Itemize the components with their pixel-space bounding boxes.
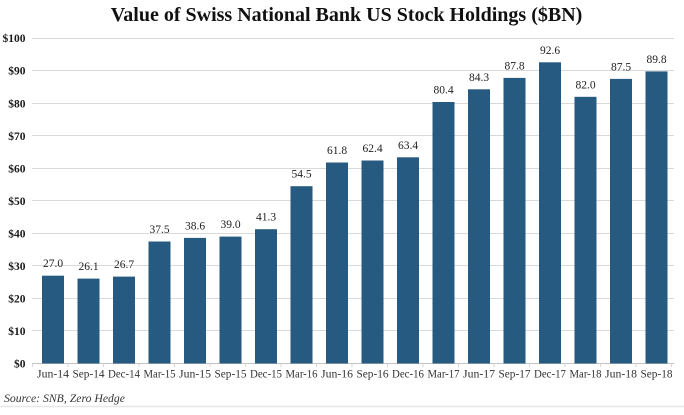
svg-text:87.8: 87.8: [504, 60, 524, 72]
svg-text:80.4: 80.4: [433, 85, 453, 97]
svg-text:87.5: 87.5: [611, 61, 631, 73]
svg-text:Dec-16: Dec-16: [392, 367, 424, 381]
svg-text:Source: SNB, Zero Hedge: Source: SNB, Zero Hedge: [4, 391, 126, 405]
svg-text:Mar-18: Mar-18: [570, 367, 602, 381]
svg-text:Sep-18: Sep-18: [641, 367, 673, 381]
svg-text:Jun-17: Jun-17: [463, 367, 495, 381]
svg-text:Dec-14: Dec-14: [108, 367, 140, 381]
svg-text:Jun-15: Jun-15: [179, 367, 211, 381]
svg-text:Sep-15: Sep-15: [215, 367, 247, 381]
svg-text:Jun-16: Jun-16: [321, 367, 353, 381]
svg-text:$40: $40: [8, 227, 26, 240]
svg-text:92.6: 92.6: [540, 45, 560, 57]
svg-text:Mar-17: Mar-17: [428, 367, 460, 381]
svg-text:27.0: 27.0: [43, 258, 63, 270]
svg-text:89.8: 89.8: [646, 54, 666, 66]
svg-text:Mar-15: Mar-15: [144, 367, 176, 381]
svg-text:Mar-16: Mar-16: [286, 367, 318, 381]
svg-text:$20: $20: [8, 292, 26, 305]
svg-text:Jun-18: Jun-18: [605, 367, 637, 381]
svg-text:38.6: 38.6: [185, 220, 205, 232]
svg-text:$90: $90: [8, 65, 26, 78]
svg-text:$80: $80: [8, 97, 26, 110]
svg-text:62.4: 62.4: [362, 143, 382, 155]
svg-text:61.8: 61.8: [327, 145, 347, 157]
svg-text:39.0: 39.0: [220, 219, 240, 231]
svg-text:Dec-15: Dec-15: [250, 367, 282, 381]
svg-text:37.5: 37.5: [149, 224, 169, 236]
svg-text:41.3: 41.3: [256, 212, 276, 224]
svg-text:Sep-17: Sep-17: [499, 367, 531, 381]
svg-text:84.3: 84.3: [469, 72, 489, 84]
svg-text:26.7: 26.7: [114, 259, 134, 271]
svg-text:Dec-17: Dec-17: [534, 367, 566, 381]
svg-text:$30: $30: [8, 260, 26, 273]
svg-text:$10: $10: [8, 325, 26, 338]
svg-text:$60: $60: [8, 162, 26, 175]
svg-text:Sep-14: Sep-14: [73, 367, 105, 381]
svg-text:$70: $70: [8, 130, 26, 143]
svg-text:$100: $100: [3, 32, 26, 45]
svg-text:Jun-14: Jun-14: [37, 367, 69, 381]
svg-text:$50: $50: [8, 195, 26, 208]
svg-text:Sep-16: Sep-16: [357, 367, 389, 381]
svg-text:82.0: 82.0: [575, 79, 595, 91]
svg-text:$0: $0: [14, 358, 26, 371]
svg-text:26.1: 26.1: [78, 261, 98, 273]
svg-text:Value of Swiss National Bank U: Value of Swiss National Bank US Stock Ho…: [111, 4, 583, 26]
svg-text:54.5: 54.5: [291, 169, 311, 181]
svg-text:63.4: 63.4: [398, 140, 418, 152]
